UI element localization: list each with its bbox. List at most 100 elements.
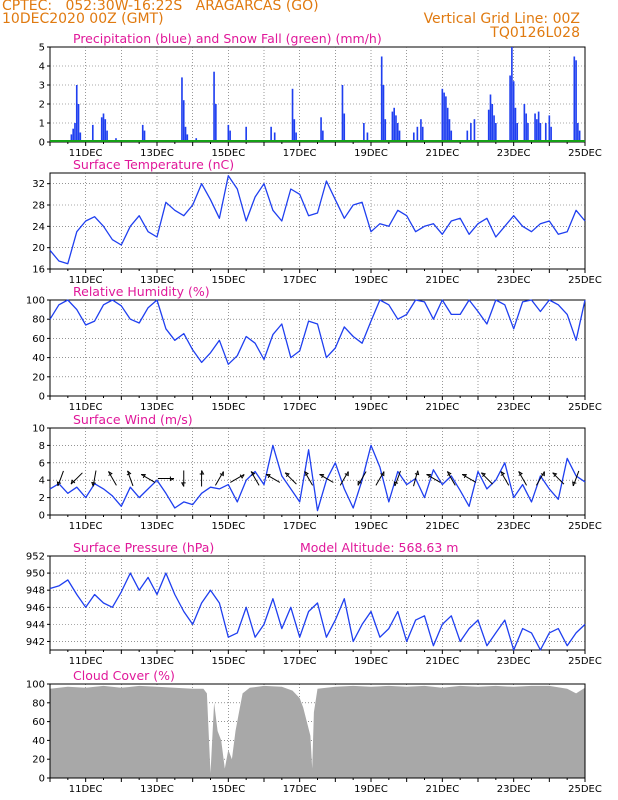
precip-bar <box>72 128 75 142</box>
wind-arrow <box>57 470 64 487</box>
precip-bar <box>493 115 495 142</box>
cloud-cover-area <box>50 685 585 778</box>
temperature-title: Surface Temperature (nC) <box>73 157 234 172</box>
wind-arrow <box>319 474 334 483</box>
wind-arrow-head <box>141 474 147 479</box>
precip-bar <box>182 100 185 142</box>
y-tick-label: 40 <box>32 353 45 364</box>
precip-bar <box>245 126 247 142</box>
precip-bar <box>79 132 82 142</box>
x-tick-label: 17DEC <box>283 148 317 159</box>
x-tick-label: 11DEC <box>69 275 103 286</box>
x-tick-label: 25DEC <box>568 275 602 286</box>
wind-arrow-head <box>169 476 175 482</box>
wind-arrow <box>394 470 401 487</box>
y-tick-label: 0 <box>39 774 45 785</box>
wind-arrow <box>426 474 441 483</box>
x-tick-label: 13DEC <box>140 148 174 159</box>
temperature-panel: 16 20 24 28 32 11DEC 13DEC 15DEC 17DEC 19DEC 21DEC… <box>32 157 602 286</box>
x-tick-label: 17DEC <box>283 402 317 413</box>
wind-arrow-head <box>380 471 385 477</box>
wind-arrow-head <box>265 474 271 479</box>
header-run-date: 10DEC2020 00Z (GMT) <box>2 11 164 27</box>
precip-bar <box>548 115 551 142</box>
wind-arrow-head <box>108 471 113 476</box>
wind-arrow-head <box>500 471 506 476</box>
x-tick-label: 21DEC <box>425 784 459 795</box>
y-tick-label: 80 <box>32 315 45 326</box>
x-tick-label: 23DEC <box>497 656 531 667</box>
precip-bar <box>441 88 444 142</box>
wind-arrow <box>230 474 245 483</box>
precip-bar <box>295 132 297 142</box>
precip-bar <box>509 75 511 142</box>
pressure-annotation: Model Altitude: 568.63 m <box>300 540 458 555</box>
precip-bar <box>398 130 401 142</box>
precip-bar <box>491 104 494 142</box>
x-tick-label: 11DEC <box>69 521 103 532</box>
precip-bar <box>550 126 552 142</box>
wind-arrow-head <box>426 474 432 479</box>
y-tick-label: 2 <box>39 493 45 504</box>
precip-bar <box>393 107 396 142</box>
wind-arrow <box>357 471 367 486</box>
y-tick-label: 10 <box>32 424 45 435</box>
wind-arrow-head <box>518 471 523 476</box>
precip-bar <box>512 81 515 142</box>
wind-arrow <box>461 474 477 483</box>
wind-arrow <box>304 471 314 486</box>
x-tick-label: 13DEC <box>140 275 174 286</box>
cloud-frame-top <box>49 683 586 779</box>
precip-bar <box>380 56 383 142</box>
wind-arrow-head <box>462 474 468 479</box>
y-tick-label: 2 <box>39 100 45 111</box>
x-tick-label: 15DEC <box>211 784 245 795</box>
y-tick-label: 80 <box>32 698 45 709</box>
x-tick-label: 11DEC <box>69 656 103 667</box>
wind-arrow <box>413 470 419 487</box>
precip-bar <box>341 85 344 142</box>
precip-bar <box>396 123 399 142</box>
wind-arrow <box>500 471 510 486</box>
x-tick-label: 23DEC <box>497 521 531 532</box>
wind-arrow-head <box>481 472 487 477</box>
x-tick-label: 11DEC <box>69 784 103 795</box>
y-tick-label: 20 <box>32 755 45 766</box>
wind-arrow <box>552 472 565 485</box>
y-tick-label: 100 <box>26 296 45 307</box>
wind-arrow-head <box>357 480 362 486</box>
x-tick-label: 13DEC <box>140 521 174 532</box>
wind-title: Surface Wind (m/s) <box>73 412 193 427</box>
wind-arrow-head <box>319 474 325 479</box>
x-tick-label: 25DEC <box>568 148 602 159</box>
precip-bar <box>104 119 107 142</box>
wind-arrow <box>140 474 156 483</box>
humidity-panel: 0 20 40 60 80 100 11DEC 13DEC 15DEC 17DEC 19DEC 21D… <box>26 284 602 413</box>
y-tick-label: 946 <box>26 603 45 614</box>
precip-bar <box>391 111 394 142</box>
y-tick-label: 0 <box>39 392 45 403</box>
y-tick-label: 28 <box>32 201 45 212</box>
x-tick-label: 23DEC <box>497 148 531 159</box>
precip-bar <box>100 117 103 142</box>
x-tick-label: 19DEC <box>354 275 388 286</box>
y-tick-label: 8 <box>39 441 45 452</box>
y-tick-label: 0 <box>39 511 45 522</box>
wind-arrow <box>535 471 545 486</box>
wind-arrow-head <box>199 470 205 475</box>
x-tick-label: 19DEC <box>354 402 388 413</box>
precip-bar <box>181 77 183 142</box>
precip-bar <box>539 123 542 142</box>
x-tick-label: 23DEC <box>497 402 531 413</box>
wind-arrow-head <box>393 481 399 487</box>
x-tick-label: 25DEC <box>568 521 602 532</box>
x-tick-label: 19DEC <box>354 656 388 667</box>
y-tick-label: 6 <box>39 458 45 469</box>
x-tick-label: 11DEC <box>69 402 103 413</box>
precip-frame <box>49 46 586 143</box>
pressure-panel: 942 944 946 948 950 952 11DEC 13DEC 15DEC 17DEC 19… <box>26 540 602 667</box>
x-tick-label: 13DEC <box>140 656 174 667</box>
precip-bar <box>443 92 445 142</box>
y-tick-label: 4 <box>39 476 45 487</box>
precip-bar <box>343 113 346 142</box>
